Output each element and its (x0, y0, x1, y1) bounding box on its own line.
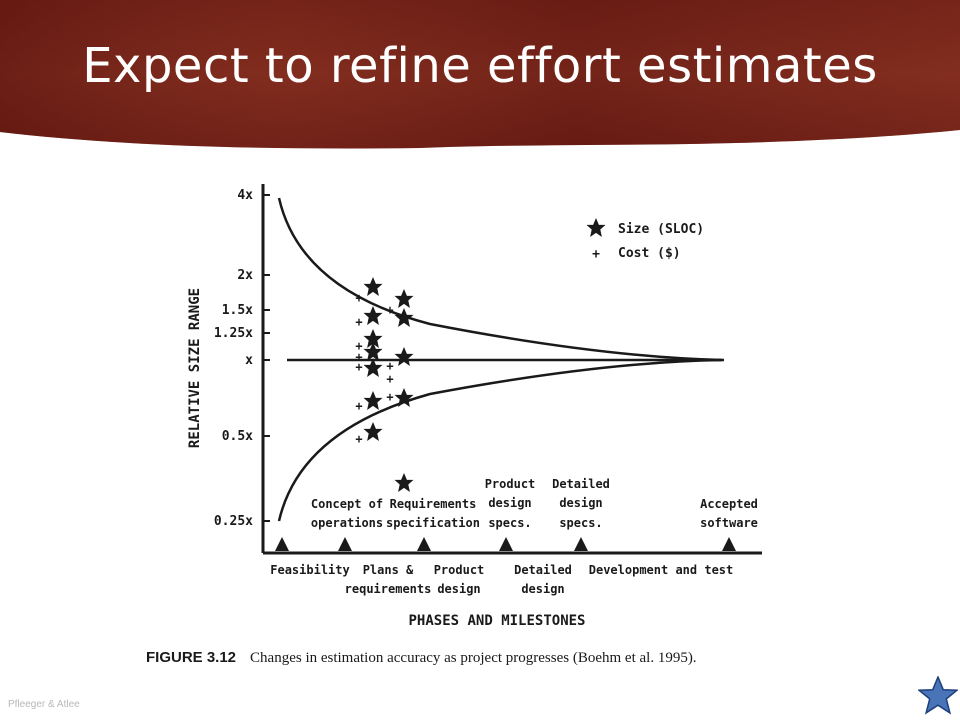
y-axis-title: RELATIVE SIZE RANGE (187, 288, 203, 448)
star-icon (363, 358, 383, 377)
star-icon (363, 422, 383, 441)
plus-icon: + (386, 390, 393, 404)
milestone-label: operations (311, 516, 383, 530)
plus-icon: + (355, 432, 362, 446)
star-icon (586, 218, 606, 237)
star-icon (363, 342, 383, 361)
y-tick-label: 0.25x (214, 514, 253, 529)
plus-icon: + (355, 339, 362, 353)
legend: Size (SLOC) + Cost ($) (586, 218, 704, 262)
legend-size-label: Size (SLOC) (618, 222, 704, 237)
phase-label: Feasibility (270, 563, 349, 577)
plus-icon: + (355, 399, 362, 413)
x-axis-title: PHASES AND MILESTONES (408, 613, 585, 629)
triangle-icon (338, 537, 352, 551)
milestone-markers (275, 537, 736, 551)
triangle-icon (417, 537, 431, 551)
milestone-label: specs. (488, 516, 531, 530)
cost-markers: + + + + + + + + + + + (355, 291, 393, 446)
plus-icon: + (355, 350, 362, 364)
plus-icon: + (386, 303, 393, 317)
y-tick-label: 4x (237, 188, 253, 203)
phase-label: Development and test (589, 563, 734, 577)
milestone-label: design (488, 496, 531, 510)
y-tick-label: 1.5x (222, 303, 253, 318)
footer-credit: Pfleeger & Atlee (8, 699, 80, 710)
plus-icon: + (592, 247, 600, 262)
milestone-label: Product (485, 477, 536, 491)
legend-cost-label: Cost ($) (618, 246, 681, 261)
nav-star-shape (918, 676, 958, 715)
y-tick-label: x (245, 353, 253, 368)
milestone-label: software (700, 516, 758, 530)
plus-icon: + (386, 372, 393, 386)
triangle-icon (574, 537, 588, 551)
phase-label: design (521, 582, 564, 596)
milestone-label: Detailed (552, 477, 610, 491)
y-tick-label: 1.25x (214, 326, 253, 341)
phase-label: Plans & (363, 563, 414, 577)
title-banner: Expect to refine effort estimates (0, 0, 960, 160)
milestone-label: specs. (559, 516, 602, 530)
figure-caption: FIGURE 3.12 Changes in estimation accurac… (146, 649, 846, 667)
phase-label: requirements (345, 582, 432, 596)
triangle-icon (275, 537, 289, 551)
star-icon (394, 388, 414, 407)
star-icon (394, 308, 414, 327)
triangle-icon (722, 537, 736, 551)
star-icon (394, 289, 414, 308)
phase-label: design (437, 582, 480, 596)
lower-bound-curve (277, 358, 723, 522)
star-icon (363, 391, 383, 410)
plus-icon: + (355, 360, 362, 374)
plus-icon: + (355, 291, 362, 305)
plus-icon: + (355, 315, 362, 329)
milestone-label: specification (386, 516, 480, 530)
star-icon (394, 347, 414, 366)
y-tick-label: 2x (237, 268, 253, 283)
star-icon (394, 473, 414, 492)
star-icon (363, 277, 383, 296)
figure-number: FIGURE 3.12 (146, 649, 237, 666)
milestone-label: design (559, 496, 602, 510)
y-tick-marks (263, 194, 270, 522)
phase-label: Product (434, 563, 485, 577)
y-tick-label: 0.5x (222, 429, 253, 444)
size-markers (363, 277, 414, 492)
star-icon (363, 329, 383, 348)
milestone-label: Concept of (311, 497, 383, 511)
milestone-label: Accepted (700, 497, 758, 511)
star-icon[interactable] (918, 676, 958, 716)
star-icon (363, 306, 383, 325)
upper-bound-curve (277, 197, 723, 362)
caption-text: Changes in estimation accuracy as projec… (250, 650, 697, 666)
plus-icon: + (386, 359, 393, 373)
slide-title: Expect to refine effort estimates (82, 38, 878, 94)
banner-background (0, 0, 960, 149)
triangle-icon (499, 537, 513, 551)
phase-label: Detailed (514, 563, 572, 577)
milestone-label: Requirements (390, 497, 477, 511)
